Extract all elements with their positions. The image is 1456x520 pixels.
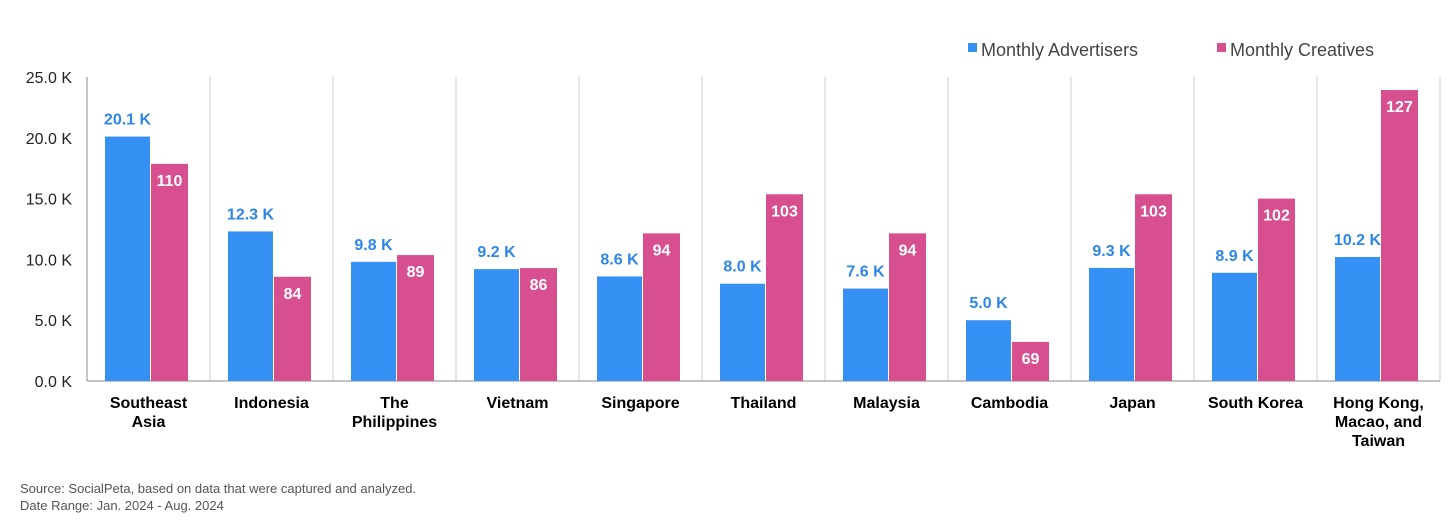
- category-label: Indonesia: [234, 395, 309, 412]
- creatives-value-label: 69: [1022, 351, 1040, 368]
- y-tick-label: 20.0 K: [26, 131, 73, 148]
- y-tick-label: 10.0 K: [26, 252, 73, 269]
- category-label-line: Southeast: [110, 395, 188, 412]
- creatives-bar: [397, 255, 434, 381]
- category-label: Thailand: [731, 395, 797, 412]
- creatives-bar: [1381, 90, 1418, 382]
- category-label-line: Japan: [1109, 395, 1155, 412]
- category-label-line: Cambodia: [971, 395, 1048, 412]
- advertisers-value-label: 8.6 K: [600, 251, 639, 268]
- advertisers-value-label: 9.2 K: [477, 244, 516, 261]
- category-label-line: Macao, and: [1335, 414, 1422, 431]
- creatives-bar: [766, 194, 803, 381]
- category-label-line: South Korea: [1208, 395, 1303, 412]
- category-label: Cambodia: [971, 395, 1048, 412]
- creatives-value-label: 94: [899, 242, 917, 259]
- category-label-line: Singapore: [601, 395, 679, 412]
- y-axis: 0.0 K 5.0 K 10.0 K 15.0 K 20.0 K 25.0 K: [26, 70, 88, 391]
- creatives-value-label: 102: [1263, 208, 1290, 225]
- creatives-bar: [889, 233, 926, 381]
- category-labels: Southeast Asia Indonesia The Philippines Viet…: [110, 395, 1424, 450]
- creatives-bar: [1012, 341, 1049, 381]
- creatives-value-label: 103: [771, 203, 798, 220]
- creatives-value-label: 110: [157, 173, 183, 190]
- y-tick-label: 25.0 K: [26, 70, 73, 87]
- creatives-value-label: 127: [1386, 99, 1413, 116]
- legend-swatch: [968, 43, 977, 52]
- category-label: Singapore: [601, 395, 679, 412]
- legend-swatch: [1217, 43, 1226, 52]
- legend-label: Monthly Creatives: [1230, 40, 1374, 60]
- y-tick-label: 15.0 K: [26, 192, 73, 209]
- advertisers-bar: [597, 276, 642, 381]
- creatives-bar: [1258, 198, 1295, 381]
- creatives-bar: [274, 276, 311, 381]
- category-label: Japan: [1109, 395, 1155, 412]
- category-label-line: Philippines: [352, 414, 437, 431]
- advertisers-bar: [228, 231, 273, 381]
- advertisers-value-label: 12.3 K: [227, 206, 275, 223]
- advertisers-value-label: 8.0 K: [723, 259, 762, 276]
- advertisers-bar: [843, 288, 888, 381]
- advertisers-bar: [105, 136, 150, 381]
- creatives-value-label: 89: [407, 264, 425, 281]
- bars-group: 20.1 K 110 12.3 K 84 9.8 K 89 9.2 K 86 8.6 K 94 8.…: [104, 90, 1418, 382]
- advertisers-value-label: 9.3 K: [1092, 243, 1131, 260]
- category-label: The Philippines: [352, 395, 437, 431]
- category-label-line: Indonesia: [234, 395, 309, 412]
- category-label: Vietnam: [487, 395, 549, 412]
- advertisers-value-label: 8.9 K: [1215, 248, 1254, 265]
- advertisers-value-label: 9.8 K: [354, 237, 393, 254]
- creatives-value-label: 103: [1140, 203, 1167, 220]
- creatives-bar: [151, 163, 188, 381]
- source-note: Source: SocialPeta, based on data that w…: [20, 481, 417, 496]
- category-label-line: The: [380, 395, 409, 412]
- creatives-bar: [1135, 194, 1172, 381]
- date-range-note: Date Range: Jan. 2024 - Aug. 2024: [20, 498, 224, 513]
- advertisers-value-label: 7.6 K: [846, 264, 885, 281]
- advertisers-bar: [1335, 256, 1380, 381]
- category-label-line: Taiwan: [1352, 433, 1405, 450]
- creatives-bar: [520, 268, 557, 381]
- advertisers-bar: [474, 269, 519, 381]
- advertisers-bar: [966, 320, 1011, 381]
- category-label: Hong Kong, Macao, and Taiwan: [1333, 395, 1424, 450]
- y-tick-label: 0.0 K: [35, 374, 73, 391]
- advertisers-value-label: 5.0 K: [969, 295, 1008, 312]
- advertisers-value-label: 20.1 K: [104, 112, 152, 129]
- category-label-line: Thailand: [731, 395, 797, 412]
- category-label: Malaysia: [853, 395, 920, 412]
- chart-legend: Monthly Advertisers Monthly Creatives: [968, 40, 1374, 60]
- category-label-line: Asia: [132, 414, 166, 431]
- category-label-line: Vietnam: [487, 395, 549, 412]
- advertisers-bar: [720, 283, 765, 381]
- creatives-value-label: 86: [530, 277, 548, 294]
- y-tick-label: 5.0 K: [35, 313, 73, 330]
- creatives-value-label: 94: [653, 242, 671, 259]
- category-label: Southeast Asia: [110, 395, 188, 431]
- creatives-value-label: 84: [284, 286, 302, 303]
- advertisers-bar: [1089, 267, 1134, 381]
- category-label: South Korea: [1208, 395, 1303, 412]
- advertisers-value-label: 10.2 K: [1334, 232, 1382, 249]
- creatives-bar: [643, 233, 680, 381]
- category-label-line: Malaysia: [853, 395, 920, 412]
- legend-label: Monthly Advertisers: [981, 40, 1138, 60]
- category-label-line: Hong Kong,: [1333, 395, 1424, 412]
- advertisers-bar: [1212, 272, 1257, 381]
- advertisers-bar: [351, 261, 396, 381]
- bar-chart: Monthly Advertisers Monthly Creatives 0.0…: [26, 40, 1441, 450]
